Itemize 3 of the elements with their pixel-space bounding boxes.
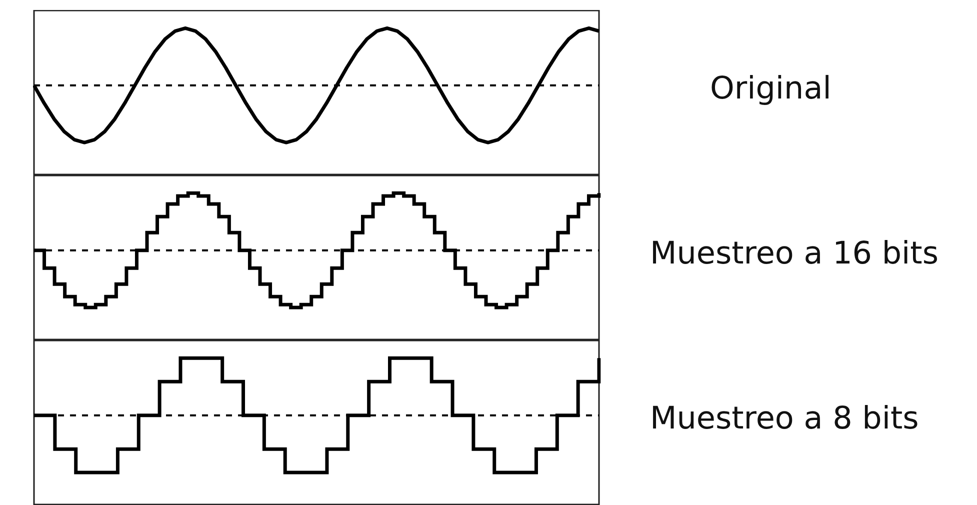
text: Original — [710, 70, 832, 107]
text: Muestreo a 16 bits — [650, 236, 938, 272]
text: Muestreo a 8 bits — [650, 400, 919, 437]
